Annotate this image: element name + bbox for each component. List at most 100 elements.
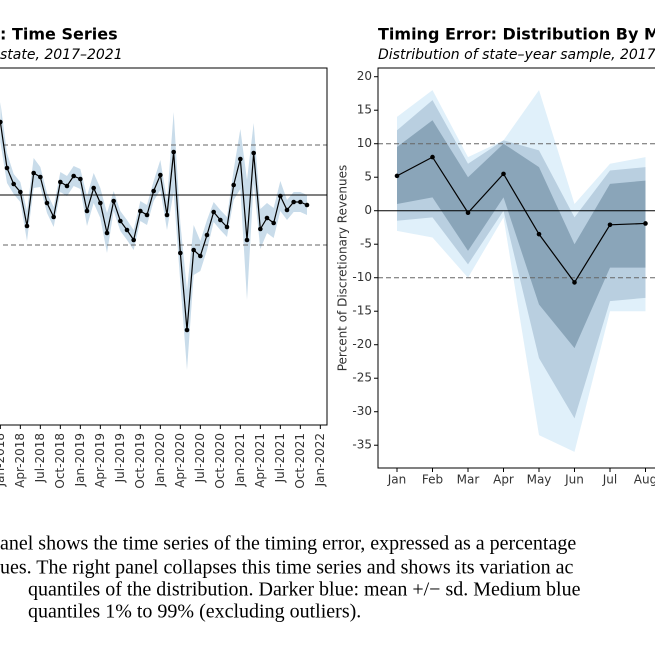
x-tick-label: Feb <box>422 473 443 487</box>
point <box>124 227 130 233</box>
point <box>258 226 263 232</box>
point <box>643 221 648 226</box>
point <box>284 207 290 213</box>
point <box>536 231 542 237</box>
point <box>204 232 210 238</box>
point <box>298 199 303 205</box>
point <box>291 199 296 205</box>
point <box>0 119 3 125</box>
point <box>44 200 50 206</box>
x-tick-label: Jan <box>387 473 407 487</box>
point <box>572 280 577 285</box>
point <box>64 183 70 189</box>
point <box>304 202 310 208</box>
point <box>51 214 56 220</box>
y-tick-label: 20 <box>357 69 372 83</box>
point <box>264 215 270 221</box>
caption-line: ues. The right panel collapses this time… <box>0 557 574 579</box>
caption-line: quantiles 1% to 99% (excluding outliers)… <box>28 601 361 623</box>
x-tick-label: Oct-2018 <box>53 433 67 489</box>
line <box>396 156 646 284</box>
point <box>430 154 435 160</box>
x-tick-label: Jan-2019 <box>73 433 87 487</box>
point <box>24 223 30 229</box>
point <box>191 247 196 253</box>
x-tick-label: Jul-2019 <box>113 433 127 483</box>
band <box>397 120 646 349</box>
band <box>0 102 307 370</box>
point <box>138 208 143 214</box>
point <box>71 173 76 179</box>
y-tick-label: -30 <box>352 404 372 418</box>
x-tick-label: Apr <box>493 473 514 487</box>
point <box>501 171 506 177</box>
x-tick-label: Jun <box>564 473 584 487</box>
point <box>465 210 471 216</box>
x-tick-label: Apr-2021 <box>253 433 267 488</box>
x-tick-label: Apr-2018 <box>13 433 27 488</box>
point <box>158 172 163 178</box>
point <box>84 208 90 214</box>
x-tick-label: Oct-2021 <box>293 433 307 489</box>
point <box>91 185 96 191</box>
point <box>607 222 613 228</box>
x-tick-label: Jul <box>602 473 617 487</box>
y-tick-label: -15 <box>352 304 372 318</box>
point <box>78 176 83 182</box>
point <box>18 189 23 195</box>
x-tick-label: Jan-2021 <box>233 433 247 487</box>
y-tick-label: -20 <box>352 337 372 351</box>
x-tick-label: Mar <box>457 473 480 487</box>
x-tick-label: Jan-2022 <box>313 433 327 487</box>
point <box>118 218 123 224</box>
point <box>4 165 10 171</box>
x-tick-label: Oct-2020 <box>213 433 227 489</box>
point <box>271 220 276 226</box>
y-tick-label: -5 <box>360 237 372 251</box>
point <box>231 182 236 188</box>
left-title: : Time Series <box>0 25 118 44</box>
x-tick-label: Jul-2018 <box>33 433 47 483</box>
point <box>144 212 150 218</box>
x-tick-label: Jan-2020 <box>153 433 167 487</box>
point <box>251 150 256 156</box>
y-tick-label: -10 <box>352 270 372 284</box>
y-tick-label: 10 <box>357 136 372 150</box>
right-subtitle: Distribution of state–year sample, 2017 <box>378 47 655 63</box>
y-tick-label: 0 <box>364 203 372 217</box>
point <box>184 327 190 333</box>
point <box>238 156 243 162</box>
x-tick-label: Jul-2020 <box>193 433 207 483</box>
point <box>198 253 203 259</box>
y-tick-label: 5 <box>364 170 372 184</box>
right-title: Timing Error: Distribution By Mo <box>378 25 655 44</box>
point <box>11 181 16 187</box>
point <box>164 212 170 218</box>
point <box>38 174 43 180</box>
point <box>151 188 156 194</box>
x-tick-label: May <box>527 473 552 487</box>
caption-line: quantiles of the distribution. Darker bl… <box>28 579 581 601</box>
point <box>31 170 36 176</box>
y-tick-label: -35 <box>352 438 372 452</box>
point <box>104 230 110 236</box>
x-tick-label: Apr-2019 <box>93 433 107 488</box>
point <box>244 237 250 243</box>
x-tick-label: Jan-2018 <box>0 433 7 487</box>
point <box>178 250 183 256</box>
point <box>224 224 230 230</box>
point <box>58 179 63 185</box>
point <box>171 149 176 155</box>
x-tick-label: Apr-2020 <box>173 433 187 488</box>
x-tick-label: Jul-2021 <box>273 433 287 483</box>
y-axis-label: Percent of Discretionary Revenues <box>336 165 350 372</box>
caption-line: anel shows the time series of the timing… <box>0 533 576 555</box>
point <box>131 237 136 243</box>
y-tick-label: -25 <box>352 371 372 385</box>
point <box>98 200 103 206</box>
point <box>394 173 400 179</box>
point <box>111 198 116 204</box>
left-subtitle: state, 2017–2021 <box>0 47 123 63</box>
